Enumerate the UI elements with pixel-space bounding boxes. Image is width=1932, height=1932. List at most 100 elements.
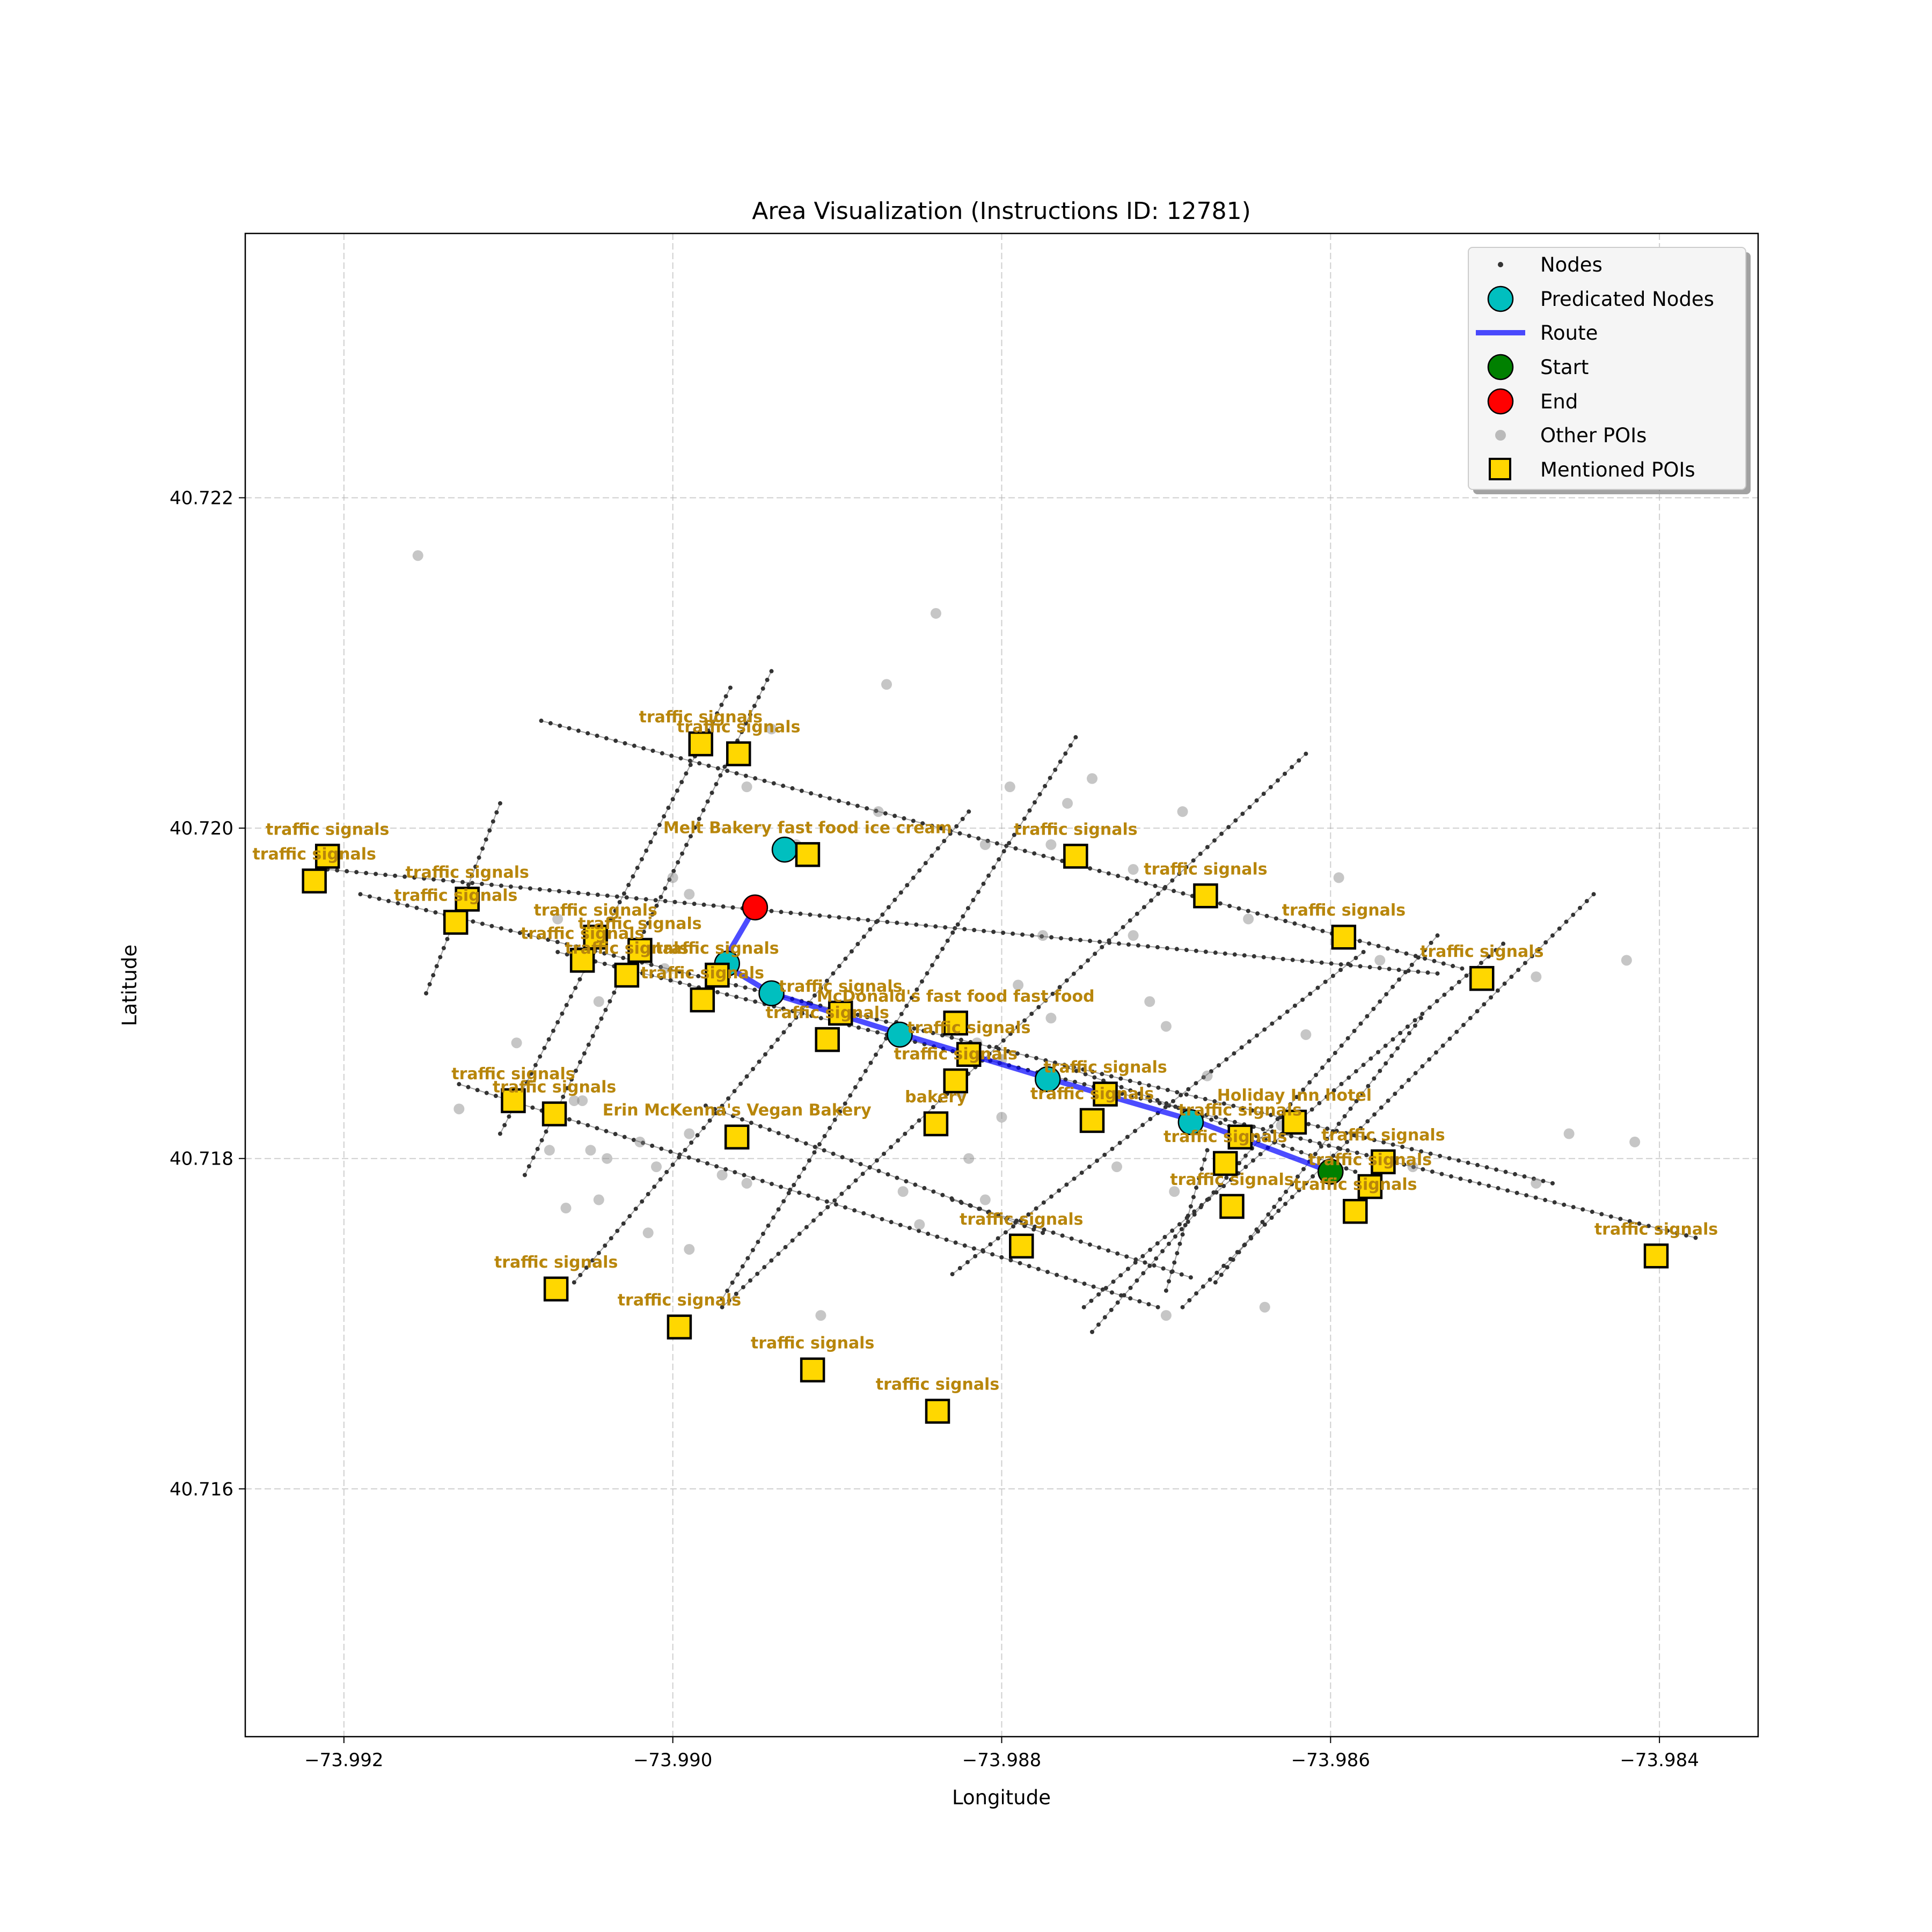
street-node (1205, 1148, 1210, 1153)
street-node (1170, 1099, 1175, 1103)
street-node (895, 1175, 899, 1180)
other-poi-marker (684, 1128, 695, 1139)
street-node (526, 1164, 531, 1169)
street-node (1213, 1280, 1218, 1285)
street-node (945, 938, 950, 943)
street-node (1082, 1082, 1087, 1087)
street-node (671, 868, 676, 873)
street-node (950, 1272, 955, 1277)
street-node (653, 831, 657, 836)
street-node (703, 1103, 708, 1108)
street-node (853, 1085, 858, 1089)
street-node (1269, 1113, 1274, 1117)
street-node (1119, 1085, 1124, 1089)
street-node (1078, 1239, 1083, 1244)
street-node (1344, 1166, 1349, 1171)
mentioned-poi-label: Holiday Inn hotel (1217, 1086, 1372, 1105)
street-node (612, 990, 617, 995)
street-node (1494, 948, 1498, 953)
mentioned-poi-marker (925, 1399, 950, 1424)
street-node (1083, 1072, 1088, 1077)
mentioned-poi-marker (1227, 1124, 1253, 1150)
legend-mentioned-pois-label: Mentioned POIs (1540, 458, 1695, 481)
street-node (753, 999, 758, 1004)
street-node (1049, 1194, 1053, 1199)
street-node (676, 860, 680, 865)
street-node (493, 1094, 498, 1099)
other-poi-marker (1128, 930, 1139, 941)
legend-box (1468, 247, 1746, 490)
street-node (1317, 1157, 1322, 1161)
street-node (1214, 1270, 1219, 1275)
street-node (1599, 1212, 1604, 1217)
street-node (1243, 1153, 1248, 1158)
street-node (1001, 1038, 1006, 1043)
street-node (1107, 938, 1111, 943)
street-node (917, 868, 922, 873)
x-tick-label: −73.990 (633, 1750, 712, 1771)
mentioned-poi-label: traffic signals (677, 718, 800, 737)
street-node (677, 980, 682, 985)
street-node (1072, 1176, 1077, 1181)
street-node (909, 996, 914, 1000)
street-node (935, 955, 940, 960)
street-node (855, 942, 860, 947)
street-node (544, 1129, 548, 1134)
street-node (537, 887, 542, 892)
street-node (1381, 1140, 1386, 1145)
route-nodes (714, 836, 1344, 1185)
street-node (701, 808, 706, 813)
street-node (1049, 935, 1054, 940)
street-node (1037, 792, 1042, 796)
mentioned-poi-label: traffic signals (578, 914, 701, 933)
street-node (491, 819, 495, 824)
street-node (1211, 1190, 1216, 1195)
other-poi-marker (1259, 1301, 1270, 1313)
x-tick-label: −73.984 (1620, 1750, 1699, 1771)
mentioned-poi-marker (705, 962, 730, 988)
street-node (1194, 1185, 1199, 1190)
street-node (480, 921, 485, 926)
street-node (755, 1271, 760, 1276)
street-node (1115, 1251, 1120, 1256)
street-node (658, 976, 663, 980)
street-node (827, 914, 832, 919)
street-line (721, 737, 1077, 1299)
street-node (1261, 1127, 1265, 1132)
street-node (609, 1236, 613, 1241)
mentioned-poi-marker (815, 1027, 840, 1052)
street-node (529, 1071, 533, 1076)
street-node (1237, 1161, 1242, 1166)
street-node (466, 882, 471, 887)
street-node (874, 1052, 879, 1057)
street-node (1411, 1165, 1416, 1169)
street-node (1006, 1049, 1011, 1053)
mentioned-poi-marker (314, 844, 340, 869)
street-node (508, 928, 513, 933)
street-node (634, 896, 639, 901)
street-node (1262, 1131, 1267, 1136)
street-node (640, 971, 645, 976)
street-node (860, 1172, 865, 1176)
street-node (533, 1063, 538, 1067)
mentioned-poi-label: traffic signals (960, 1210, 1083, 1229)
street-node (855, 1013, 860, 1018)
street-node (1255, 911, 1260, 916)
street-node (1393, 1092, 1397, 1096)
street-node (1135, 911, 1139, 916)
street-node (961, 914, 965, 919)
street-node (1301, 1167, 1306, 1172)
street-node (861, 1211, 866, 1216)
street-node (730, 1280, 735, 1285)
street-node (536, 935, 541, 940)
street-node (1578, 905, 1583, 910)
street-node (1082, 1281, 1087, 1286)
street-node (1255, 1229, 1260, 1234)
street-node (950, 1197, 955, 1202)
other-poi-marker (1300, 1029, 1312, 1040)
street-node (756, 695, 761, 700)
street-node (745, 1256, 750, 1261)
street-node (1590, 1210, 1594, 1214)
street-node (925, 971, 930, 976)
street-node (1231, 1103, 1236, 1108)
